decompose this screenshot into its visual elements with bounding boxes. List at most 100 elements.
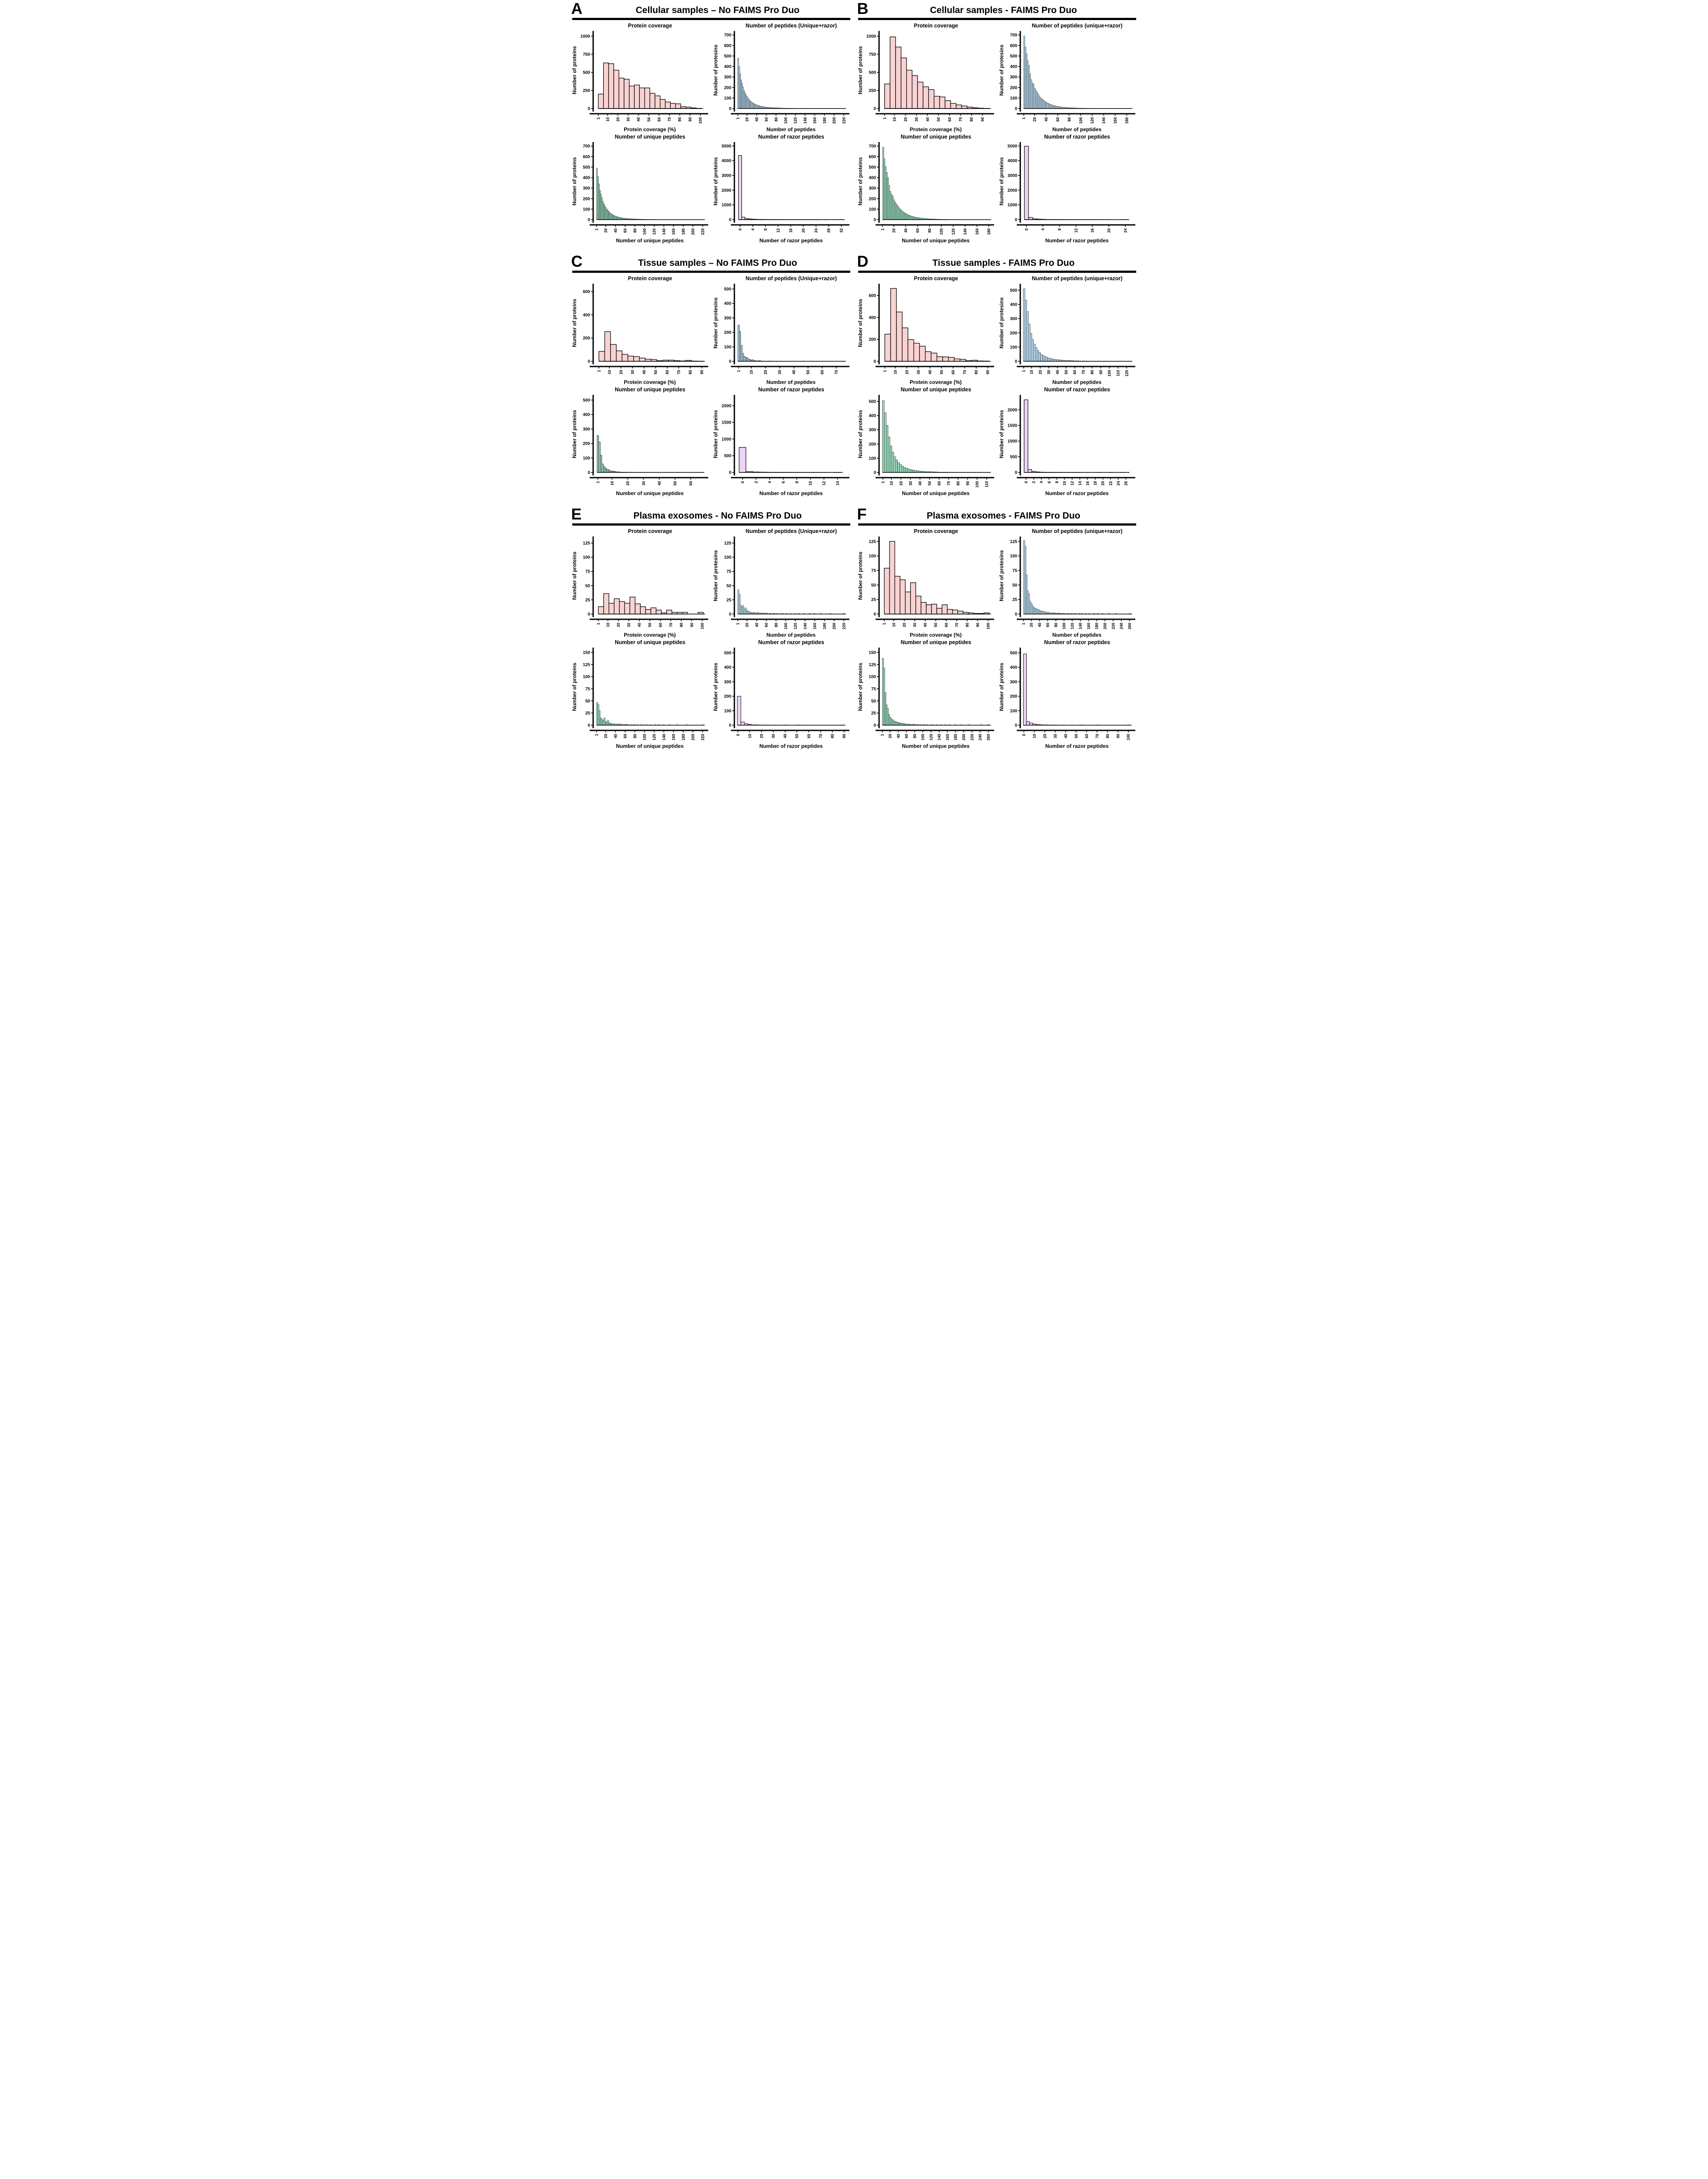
y-tick-label: 1500 [1007, 424, 1017, 428]
x-tick-label: 80 [1105, 734, 1110, 738]
x-tick-label: 40 [918, 481, 922, 485]
y-tick-label: 100 [869, 554, 876, 559]
x-tick-label: 80 [679, 623, 683, 627]
y-tick-label: 125 [583, 541, 590, 546]
subplot-title: Number of unique peptides [615, 639, 686, 645]
y-tick-label: 400 [583, 413, 590, 417]
subplot: Number of razor peptides 0 100 200 300 400 500… [998, 639, 1137, 750]
subplot: Number of unique peptides 0 25 50 75 100 125 15… [571, 639, 710, 750]
histogram-svg: 0 25 50 75 100 125 1 10 20 30 40 50 60 70 80 90 100 Prote… [857, 536, 994, 638]
y-tick-label: 150 [869, 650, 876, 655]
x-tick-label: 80 [774, 623, 778, 627]
y-tick-label: 0 [1015, 723, 1017, 728]
plot-grid: Protein coverage 0 200 400 600 1 10 20 30 40 50 60 7… [857, 275, 1137, 497]
x-tick-label: 100 [642, 734, 646, 740]
bar [757, 105, 758, 109]
y-tick-label: 2000 [1007, 188, 1017, 193]
y-tick-label: 750 [869, 52, 876, 57]
subplot: Protein coverage 0 25 50 75 100 125 1 10 20 30 40 50… [857, 528, 996, 638]
y-tick-label: 600 [583, 155, 590, 160]
bar [894, 576, 900, 614]
histogram-svg: 0 100 200 300 400 500 1 10 20 30 40 50 60 70 Number of… [713, 284, 849, 385]
x-tick-label: 12 [1073, 228, 1078, 233]
x-tick-label: 60 [1055, 117, 1059, 122]
x-tick-label: 50 [648, 623, 652, 627]
x-tick-label: 80 [688, 370, 693, 374]
bar [615, 350, 622, 362]
y-tick-label: 200 [869, 197, 876, 201]
y-tick-label: 100 [1010, 345, 1017, 350]
bar [914, 217, 916, 220]
bar [884, 333, 891, 362]
bar [755, 104, 756, 109]
bar [629, 597, 635, 614]
panel-F: F Plasma exosomes - FAIMS Pro Duo Protein … [857, 506, 1137, 750]
bar [603, 62, 609, 109]
y-tick-label: 400 [1010, 665, 1017, 670]
bar [600, 455, 602, 473]
x-tick-label: 140 [1101, 117, 1106, 124]
y-axis-label: Number of proteins [713, 157, 719, 205]
y-tick-label: 300 [1010, 680, 1017, 685]
subplot: Number of razor peptides 0 1000 2000 3000 400… [713, 134, 851, 244]
bar [882, 658, 884, 726]
y-axis-label: Number of protesins [998, 550, 1005, 601]
x-tick-label: 80 [632, 734, 637, 738]
x-tick-label: 60 [689, 481, 693, 485]
y-tick-label: 500 [869, 165, 876, 170]
bar [886, 172, 887, 220]
x-tick-label: 180 [987, 228, 991, 235]
subplot: Number of razor peptides 0 500 1000 1500 2000… [998, 387, 1137, 497]
x-tick-label: 80 [965, 623, 969, 627]
bar [761, 106, 762, 109]
bar [882, 147, 884, 220]
x-tick-label: 60 [947, 117, 951, 122]
x-tick-label: 80 [1053, 623, 1058, 627]
y-axis-label: Number of proteins [713, 662, 719, 711]
bar [611, 214, 612, 220]
subplot-title: Number of unique peptides [615, 387, 686, 393]
x-tick-label: 10 [1029, 370, 1034, 374]
x-tick-label: 20 [745, 117, 749, 122]
panel-letter: E [571, 505, 582, 523]
bar [1028, 217, 1033, 220]
y-tick-label: 300 [869, 428, 876, 433]
y-axis-label: Number of proteins [857, 157, 863, 205]
bar [1052, 359, 1055, 362]
x-tick-label: 20 [1107, 228, 1111, 233]
x-tick-label: 180 [822, 623, 826, 629]
x-axis-label: Protein coverage (%) [624, 379, 676, 385]
panel-E: E Plasma exosomes - No FAIMS Pro Duo Prote… [571, 505, 851, 750]
y-tick-label: 400 [1010, 302, 1017, 307]
y-axis-label: Number of proteins [857, 46, 863, 94]
x-tick-label: 30 [914, 117, 919, 122]
x-tick-label: 20 [899, 481, 903, 485]
bar [756, 105, 757, 109]
x-axis-label: Number of unique peptides [902, 238, 970, 244]
bar [1042, 611, 1045, 614]
x-tick-label: 50 [806, 370, 810, 374]
bar [760, 106, 761, 109]
y-tick-label: 400 [1010, 64, 1017, 69]
x-tick-label: 90 [1116, 734, 1120, 738]
y-tick-label: 75 [871, 569, 876, 574]
bar [1023, 654, 1027, 726]
bar [752, 102, 754, 109]
x-tick-label: 24 [1116, 481, 1120, 485]
y-tick-label: 75 [1012, 569, 1017, 574]
y-tick-label: 0 [587, 107, 590, 112]
bar [1024, 146, 1029, 220]
bar [627, 356, 634, 362]
x-tick-label: 20 [625, 481, 630, 485]
x-tick-label: 40 [636, 117, 641, 122]
x-tick-label: 8 [795, 481, 799, 483]
x-tick-label: 120 [1090, 117, 1094, 124]
subplot-title: Number of razor peptides [1044, 134, 1110, 140]
x-tick-label: 14 [1077, 481, 1082, 485]
x-tick-label: 10 [749, 370, 754, 374]
x-axis-label: Number of unique peptides [616, 490, 684, 496]
y-axis-label: Number of proteins [857, 551, 863, 600]
x-tick-label: 2 [754, 481, 758, 483]
x-tick-label: 80 [969, 117, 974, 122]
